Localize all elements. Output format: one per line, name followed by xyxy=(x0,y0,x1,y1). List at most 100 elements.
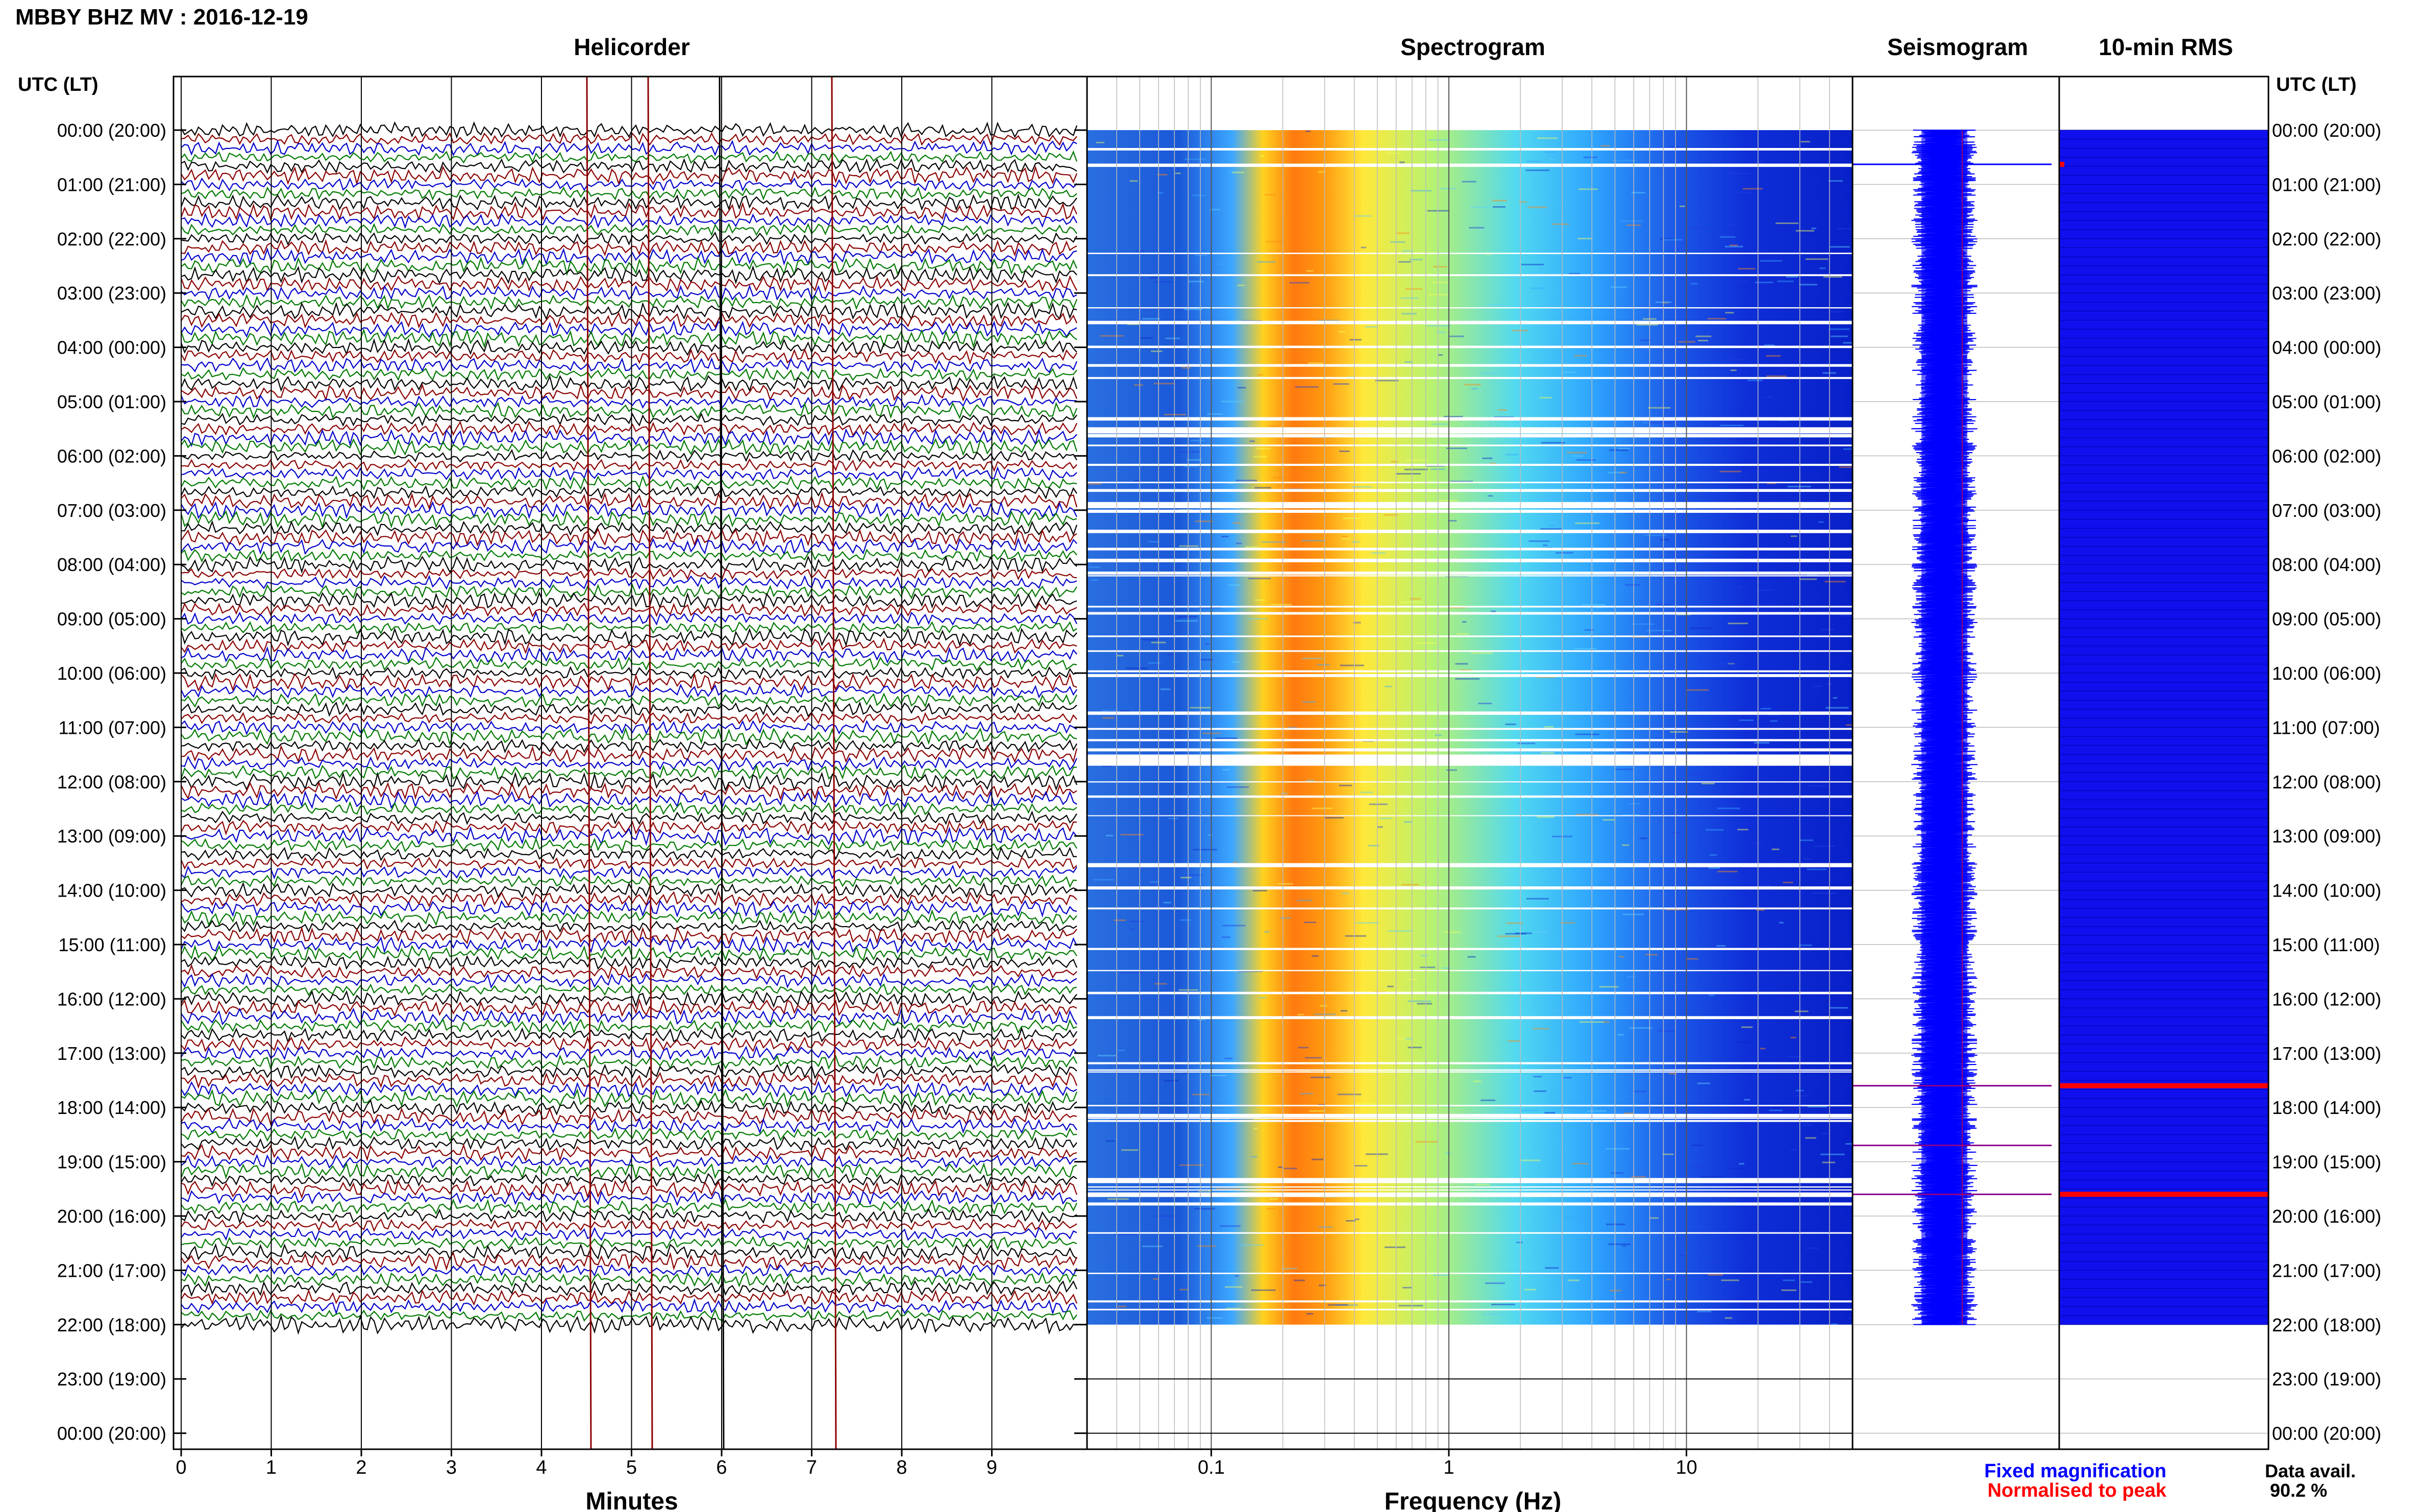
spectrogram-texture xyxy=(1775,222,1798,224)
spectrogram-texture xyxy=(1662,1153,1674,1155)
spectrogram-texture xyxy=(1464,384,1481,386)
helicorder-trace xyxy=(181,485,1077,500)
spectrogram-texture xyxy=(1806,1247,1818,1249)
helicorder-trace xyxy=(181,1179,1078,1199)
spectrogram-texture xyxy=(1632,623,1654,625)
data-gap xyxy=(1087,1016,1853,1020)
spectrogram-texture xyxy=(1337,1094,1362,1096)
spectrogram-texture xyxy=(1129,180,1138,182)
data-gap xyxy=(1087,148,1853,151)
spectrogram-texture xyxy=(1533,1028,1549,1030)
spectrogram-texture xyxy=(1267,1208,1276,1209)
spectrogram-texture xyxy=(1771,848,1780,850)
spectrogram-texture xyxy=(1305,130,1311,132)
spectrogram-texture xyxy=(1727,172,1750,175)
helicorder-trace xyxy=(181,1271,1077,1287)
spectrogram-texture xyxy=(1317,319,1341,321)
spectrogram-texture xyxy=(1482,457,1493,459)
spectrogram-texture xyxy=(1192,194,1206,196)
spectrogram-texture xyxy=(1781,1289,1797,1291)
spectrogram-texture xyxy=(1251,1289,1276,1291)
time-tick-right: 18:00 (14:00) xyxy=(2272,1097,2381,1118)
spectrogram-texture xyxy=(1294,1279,1305,1281)
minutes-tick-label: 5 xyxy=(626,1457,637,1478)
spectrogram-texture xyxy=(1690,627,1713,629)
spectrogram-texture xyxy=(1738,268,1756,270)
spectrogram-texture xyxy=(1727,663,1735,665)
spectrogram-texture xyxy=(1573,455,1583,457)
spectrogram-texture xyxy=(1820,1153,1845,1155)
spectrogram-texture xyxy=(1342,893,1349,894)
spectrogram-texture xyxy=(1619,956,1624,958)
spectrogram-texture xyxy=(1165,337,1180,339)
data-gap xyxy=(1087,427,1853,430)
spectrogram-texture xyxy=(1757,589,1775,591)
spectrogram-texture xyxy=(1799,284,1817,286)
spectrogram-texture xyxy=(1206,1317,1223,1319)
spectrogram-texture xyxy=(1808,1106,1827,1108)
minutes-tick-label: 9 xyxy=(986,1457,997,1478)
spectrogram-texture xyxy=(1399,161,1405,163)
helicorder-trace xyxy=(181,846,1077,861)
spectrogram-texture xyxy=(1760,260,1782,262)
spectrogram-texture xyxy=(1541,442,1565,444)
spectrogram-texture xyxy=(1822,1161,1836,1163)
time-tick-left: 19:00 (15:00) xyxy=(57,1152,166,1173)
data-gap xyxy=(1087,307,1853,309)
spectrogram-texture xyxy=(1759,394,1781,396)
spectrogram-texture xyxy=(1254,599,1265,601)
spectrogram-texture xyxy=(1260,155,1265,157)
spectrogram-texture xyxy=(1549,158,1554,160)
spectrogram-texture xyxy=(1400,601,1423,603)
spectrogram-texture xyxy=(1475,1183,1490,1185)
helicorder-trace xyxy=(181,1308,1077,1322)
spectrogram-texture xyxy=(1295,386,1319,388)
time-tick-right: 15:00 (11:00) xyxy=(2272,934,2380,955)
spectrogram-texture xyxy=(1298,1047,1309,1049)
spectrogram-texture xyxy=(1743,188,1763,190)
spectrogram-texture xyxy=(1388,930,1412,932)
spectrogram-texture xyxy=(1582,604,1606,606)
rms-bars xyxy=(2059,130,2268,1325)
spectrogram-texture xyxy=(1343,517,1361,519)
spectrogram-texture xyxy=(1508,1040,1521,1042)
data-gap xyxy=(1087,430,1853,434)
spectrogram-texture xyxy=(1312,955,1319,957)
spectrogram-texture xyxy=(1505,933,1526,935)
seismogram-trace xyxy=(1853,130,2052,1325)
data-gap xyxy=(1087,274,1853,277)
spectrogram-texture xyxy=(1340,664,1364,666)
spectrogram-texture xyxy=(1540,528,1562,530)
spectrogram-texture xyxy=(1300,1093,1314,1095)
spectrogram-texture xyxy=(1264,194,1277,195)
spectrogram-texture xyxy=(1581,656,1596,658)
time-tick-right: 11:00 (07:00) xyxy=(2272,717,2380,738)
minutes-tick-label: 6 xyxy=(716,1457,727,1478)
spectrogram-texture xyxy=(1462,181,1476,183)
spectrogram-texture xyxy=(1404,1038,1412,1040)
helicorder-trace xyxy=(181,789,1077,809)
helicorder-trace xyxy=(181,1143,1077,1162)
spectrogram-texture xyxy=(1804,858,1810,860)
spectrogram-texture xyxy=(1253,456,1267,458)
helicorder-gridlines xyxy=(174,77,1087,1449)
helicorder-trace xyxy=(181,882,1077,899)
spectrogram-texture xyxy=(1599,669,1620,671)
spectrogram-texture xyxy=(1760,1048,1766,1050)
helicorder-trace xyxy=(180,375,1078,392)
spectrogram-texture xyxy=(1795,571,1815,573)
spectrogram-texture xyxy=(1478,703,1492,705)
time-tick-left: 11:00 (07:00) xyxy=(59,717,166,738)
spectrogram-texture xyxy=(1662,302,1669,304)
helicorder-trace xyxy=(181,810,1077,825)
helicorder-trace xyxy=(181,1054,1077,1071)
spectrogram-texture xyxy=(1830,311,1843,313)
spectrogram-texture xyxy=(1840,615,1850,617)
minutes-tick-label: 0 xyxy=(176,1457,186,1478)
spectrogram-texture xyxy=(1489,462,1496,464)
minutes-tick-label: 4 xyxy=(536,1457,547,1478)
spectrogram-texture xyxy=(1724,224,1738,226)
spectrogram-texture xyxy=(1108,710,1130,712)
spectrogram-texture xyxy=(1139,337,1153,339)
data-gap xyxy=(1087,612,1853,615)
